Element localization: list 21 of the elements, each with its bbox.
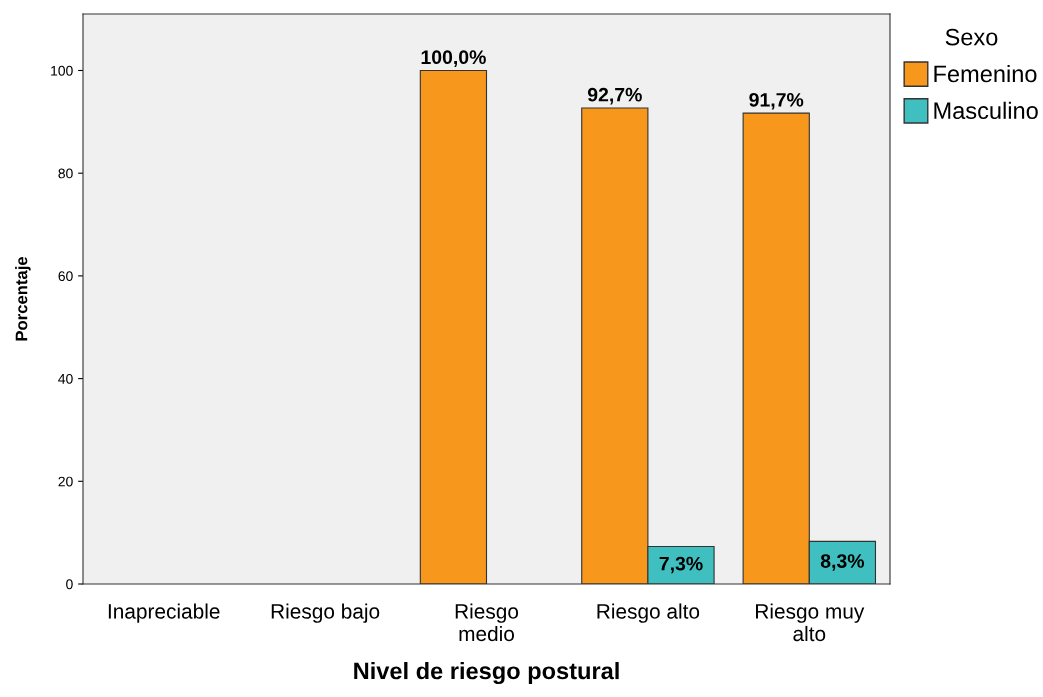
y-tick-label: 40	[58, 373, 73, 384]
y-tick-label: 100	[51, 65, 73, 76]
x-tick-label: Riesgo alto	[597, 603, 700, 623]
legend-label: Femenino	[934, 64, 1037, 83]
data-label: 100,0%	[421, 50, 486, 67]
x-tick-label: Riesgo bajo	[271, 603, 380, 623]
data-label: 92,7%	[587, 87, 642, 105]
x-tick-label: Riesgo medio	[455, 603, 519, 642]
y-tick-label: 80	[58, 168, 73, 179]
y-tick-label: 20	[58, 476, 73, 487]
legend-label: Masculino	[934, 101, 1038, 120]
x-axis-title: Nivel de riesgo postural	[354, 661, 619, 685]
y-tick-label: 60	[58, 271, 73, 282]
data-label: 8,3%	[820, 554, 865, 571]
x-tick-label: Riesgo muy alto	[756, 603, 865, 642]
y-axis-title: Porcentaje	[15, 256, 31, 341]
y-tick-label: 0	[66, 579, 73, 590]
x-tick-label: Inapreciable	[108, 603, 220, 623]
legend-title: Sexo	[945, 28, 998, 46]
data-label: 7,3%	[659, 556, 703, 574]
data-label: 91,7%	[749, 92, 804, 110]
